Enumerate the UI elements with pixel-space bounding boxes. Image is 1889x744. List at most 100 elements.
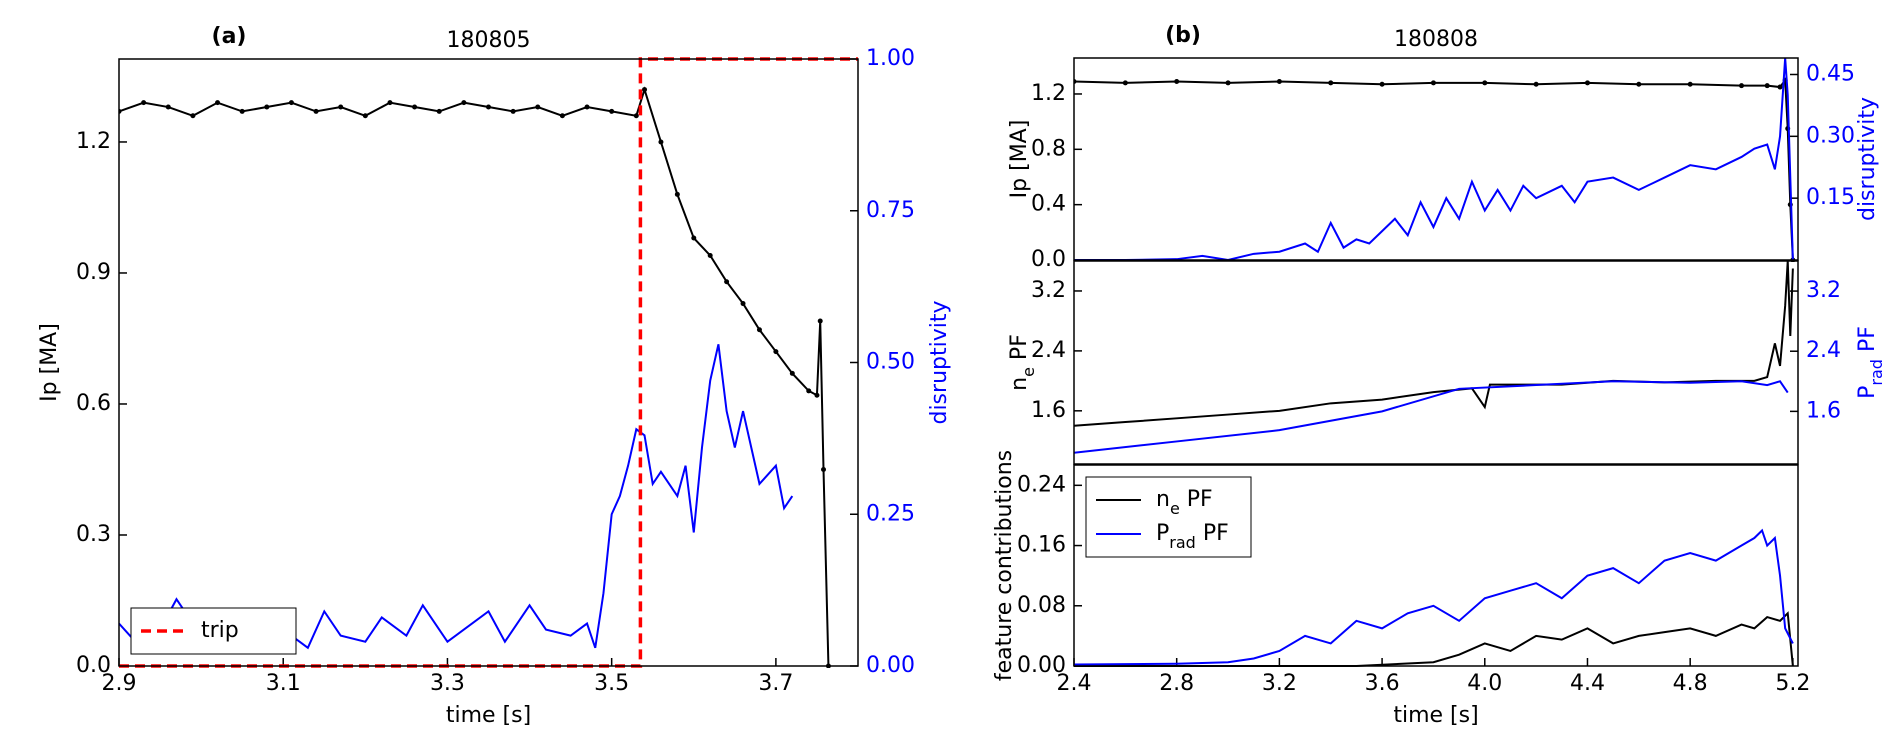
y-tick-label: 0.6 bbox=[76, 391, 111, 416]
y-tick-label: 3.2 bbox=[1031, 278, 1066, 303]
x-tick-label: 2.9 bbox=[102, 671, 137, 696]
y2-tick-label: 0.15 bbox=[1806, 185, 1855, 210]
x-tick-label: 2.4 bbox=[1057, 671, 1092, 696]
series-marker bbox=[1276, 79, 1282, 85]
series-marker bbox=[817, 318, 823, 324]
plot-frame bbox=[1073, 260, 1799, 465]
x-tick-label: 3.5 bbox=[594, 671, 629, 696]
y-tick-label: 1.6 bbox=[1031, 398, 1066, 423]
y-axis-label: feature contributions bbox=[992, 450, 1017, 681]
series-marker bbox=[1533, 81, 1539, 87]
y-tick-label: 0.8 bbox=[1031, 136, 1066, 161]
series-marker bbox=[1174, 79, 1180, 85]
y2-tick-label: 0.00 bbox=[866, 653, 915, 678]
series-marker bbox=[510, 108, 516, 114]
y-axis-label-part: PF bbox=[1007, 334, 1032, 367]
series-marker bbox=[239, 108, 245, 114]
chart-title: 180808 bbox=[1394, 27, 1478, 52]
series-marker bbox=[141, 100, 147, 106]
legend-label-part: PF bbox=[1196, 521, 1229, 546]
series-marker bbox=[773, 349, 779, 355]
series-marker bbox=[707, 253, 713, 259]
y2-tick-label: 0.25 bbox=[866, 501, 915, 526]
series-marker bbox=[1328, 80, 1334, 86]
series-marker bbox=[165, 104, 171, 110]
y2-axis-label-part: P bbox=[1855, 386, 1880, 399]
series-marker bbox=[362, 113, 368, 119]
y2-tick-label: 1.00 bbox=[866, 46, 915, 71]
series-marker bbox=[486, 104, 491, 110]
y2-axis-label-part: rad bbox=[1867, 359, 1886, 386]
y-axis-label: Ip [MA] bbox=[1007, 120, 1032, 199]
series-line bbox=[119, 57, 858, 668]
legend-label-part: n bbox=[1156, 487, 1170, 512]
y-axis-label-part: n bbox=[1007, 377, 1032, 391]
x-tick-label: 4.4 bbox=[1570, 671, 1605, 696]
x-tick-label: 3.3 bbox=[430, 671, 465, 696]
series-marker bbox=[1225, 80, 1231, 86]
series-line bbox=[1074, 528, 1794, 666]
x-tick-label: 3.6 bbox=[1365, 671, 1400, 696]
y2-tick-label: 0.45 bbox=[1806, 61, 1855, 86]
plot-frame bbox=[1073, 464, 1799, 667]
series-line bbox=[119, 344, 794, 650]
series-marker bbox=[313, 108, 319, 114]
series-line bbox=[1074, 380, 1789, 454]
y-axis-label: ne PF bbox=[1007, 334, 1038, 391]
x-axis-label: time [s] bbox=[446, 703, 531, 728]
series-marker bbox=[756, 327, 762, 333]
x-axis-label: time [s] bbox=[1393, 703, 1478, 728]
series-marker bbox=[535, 104, 541, 110]
series-marker bbox=[387, 100, 393, 106]
series-marker bbox=[1430, 80, 1436, 86]
series-marker bbox=[1777, 84, 1783, 90]
series-marker bbox=[264, 104, 270, 110]
y2-axis-label-part: PF bbox=[1855, 326, 1880, 359]
series-marker bbox=[559, 113, 565, 119]
x-tick-label: 3.7 bbox=[758, 671, 793, 696]
legend-box bbox=[1085, 476, 1252, 558]
series-marker bbox=[609, 108, 615, 114]
legend-label: trip bbox=[201, 618, 239, 643]
y2-tick-label: 2.4 bbox=[1806, 338, 1841, 363]
y-tick-label: 0.00 bbox=[1017, 653, 1066, 678]
series-marker bbox=[691, 235, 697, 241]
y-tick-label: 1.2 bbox=[76, 129, 111, 154]
series-marker bbox=[1482, 80, 1488, 86]
series-marker bbox=[1122, 80, 1128, 86]
legend-label-part: P bbox=[1156, 521, 1169, 546]
series-marker bbox=[814, 392, 820, 398]
x-tick-label: 5.2 bbox=[1775, 671, 1810, 696]
y2-tick-label: 0.75 bbox=[866, 198, 915, 223]
series-marker bbox=[642, 87, 648, 93]
x-tick-label: 2.8 bbox=[1159, 671, 1194, 696]
series-line bbox=[1074, 260, 1794, 427]
series-marker bbox=[674, 191, 680, 197]
y-tick-label: 2.4 bbox=[1031, 338, 1066, 363]
series-marker bbox=[633, 113, 639, 119]
y2-tick-label: 3.2 bbox=[1806, 278, 1841, 303]
panel-label: (a) bbox=[212, 24, 247, 49]
chart-title: 180805 bbox=[447, 28, 531, 53]
x-tick-label: 3.1 bbox=[266, 671, 301, 696]
x-tick-label: 3.2 bbox=[1262, 671, 1297, 696]
y2-axis-label: Prad PF bbox=[1855, 326, 1886, 399]
y2-tick-label: 1.6 bbox=[1806, 398, 1841, 423]
y-tick-label: 0.24 bbox=[1017, 472, 1066, 497]
legend-label-part: PF bbox=[1180, 487, 1213, 512]
y2-axis-label: disruptivity bbox=[927, 300, 952, 424]
y-tick-label: 1.2 bbox=[1031, 81, 1066, 106]
series-marker bbox=[821, 466, 827, 472]
plot-frame bbox=[118, 58, 859, 667]
y2-tick-label: 0.30 bbox=[1806, 123, 1855, 148]
series-line bbox=[1074, 611, 1794, 667]
y-axis-label: Ip [MA] bbox=[37, 323, 62, 402]
series-marker bbox=[190, 113, 196, 119]
series-marker bbox=[1764, 83, 1770, 89]
y-tick-label: 0.0 bbox=[1031, 247, 1066, 272]
series-marker bbox=[724, 279, 730, 285]
legend-label: Prad PF bbox=[1156, 521, 1229, 552]
series-marker bbox=[412, 104, 418, 110]
